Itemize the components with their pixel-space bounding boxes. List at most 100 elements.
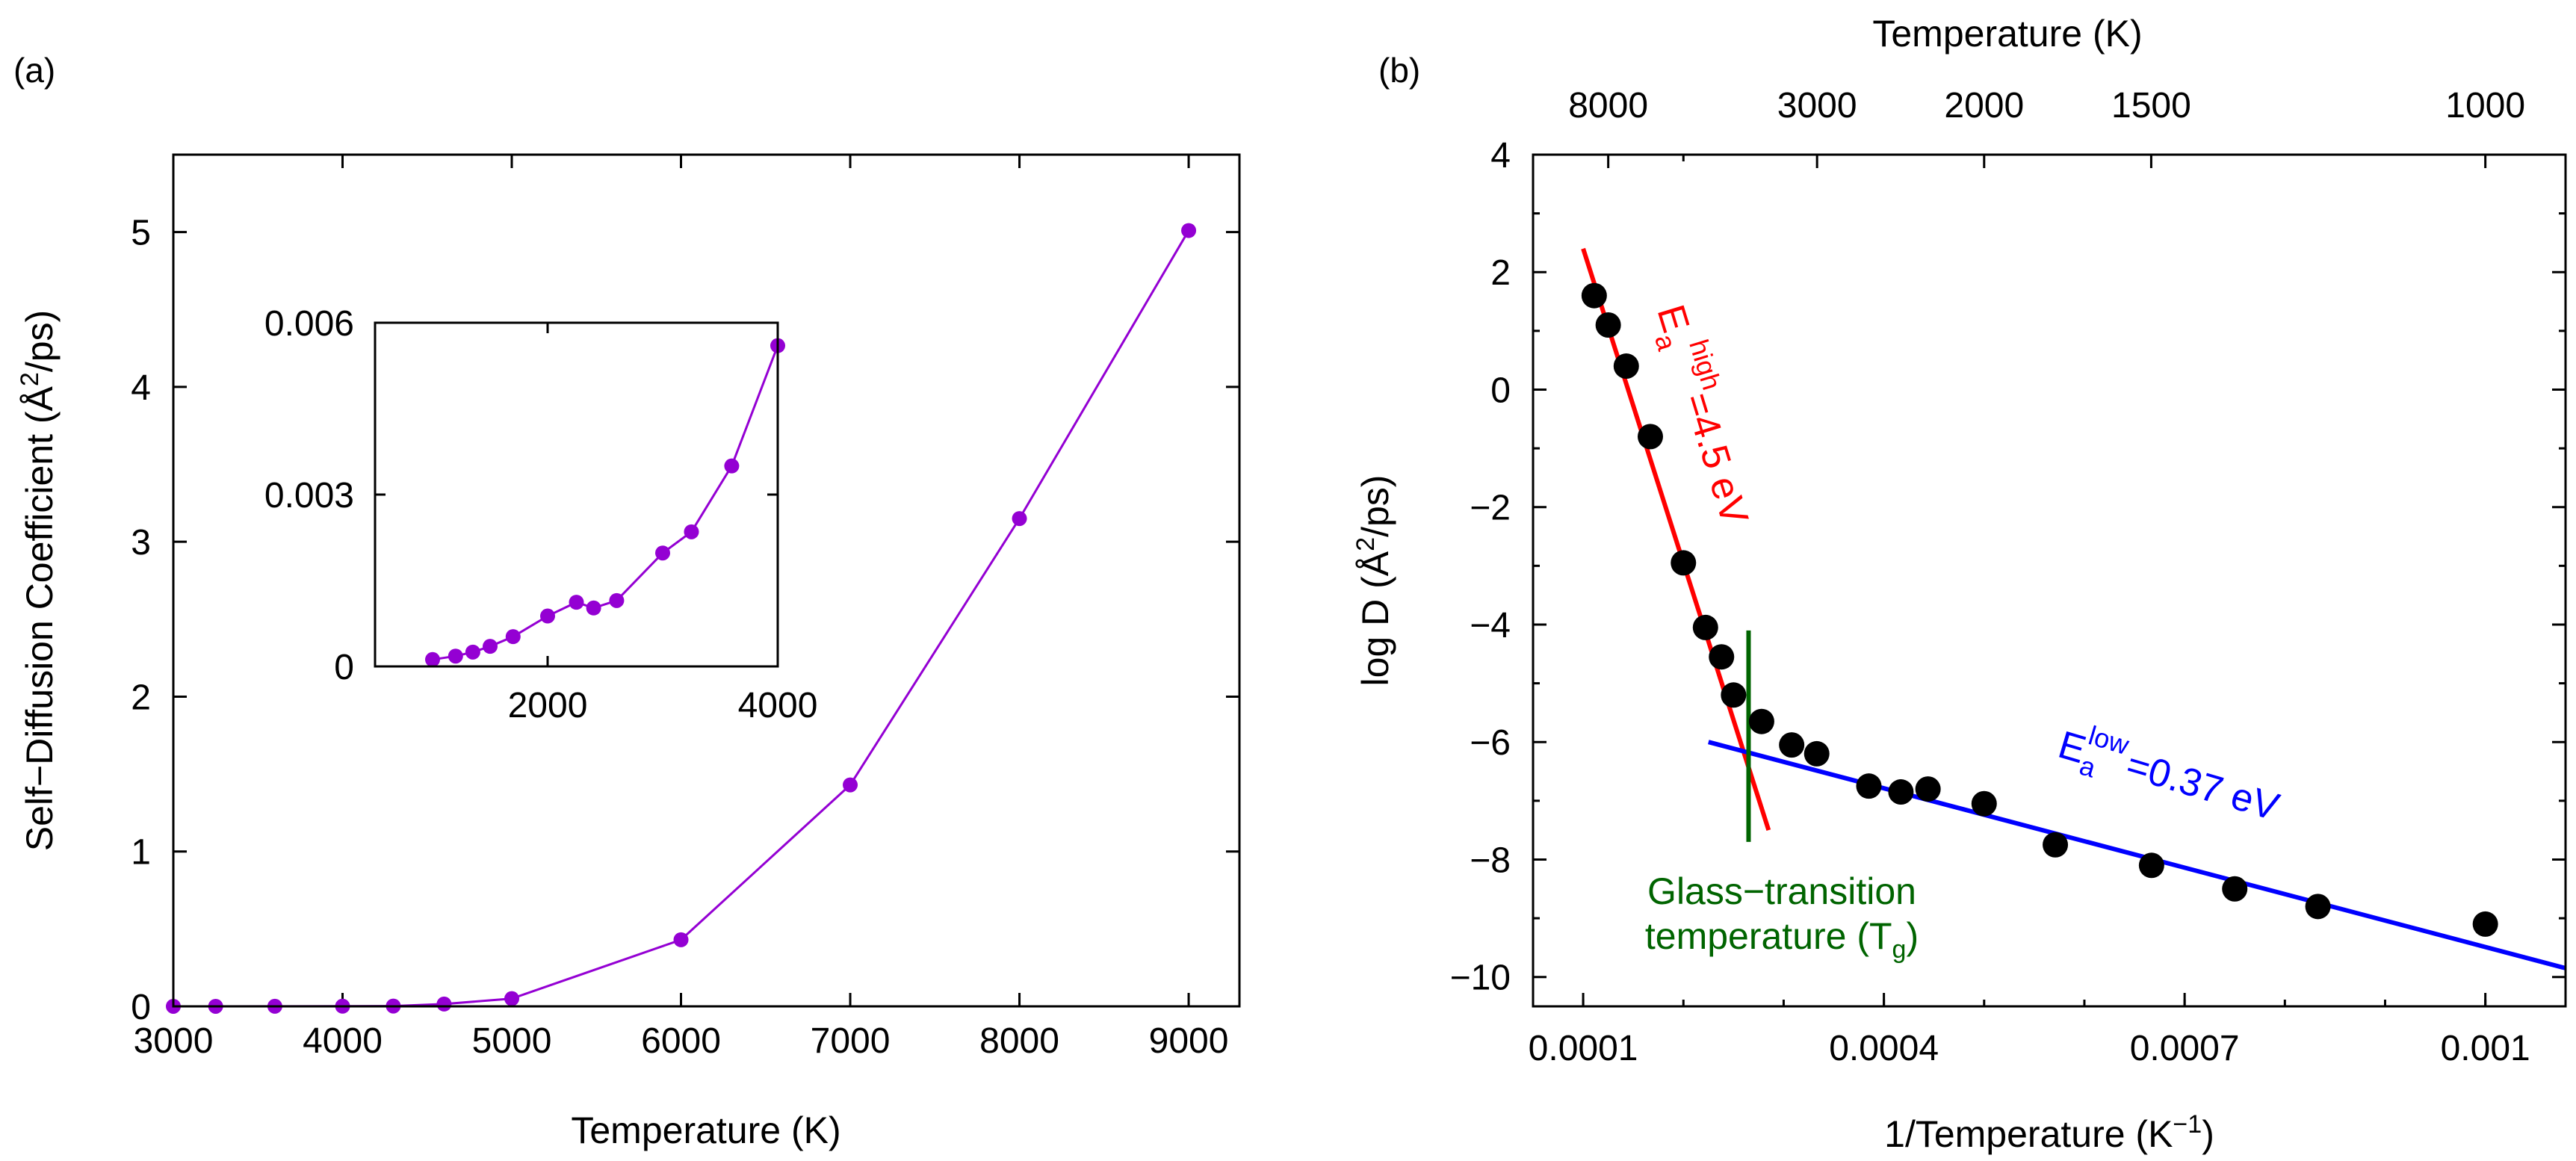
panel-b-point xyxy=(1613,353,1639,380)
panel-b-point xyxy=(1888,779,1914,805)
panel-b-xlabel-main: 1/Temperature (K xyxy=(1884,1113,2173,1155)
panel-a-xtick-label: 5000 xyxy=(472,1021,552,1061)
panel-b-xlabel: 1/Temperature (K−1) xyxy=(1884,1110,2214,1155)
panel-b-point xyxy=(1581,282,1607,309)
tg-end: ) xyxy=(1906,915,1919,957)
panel-b-ytick-label: −10 xyxy=(1450,959,1511,998)
panel-a-ylabel-main: Self−Diffusion Coefficient (Å xyxy=(19,386,61,851)
panel-b-point xyxy=(1779,732,1805,758)
inset-frame xyxy=(374,321,779,668)
tg-main: temperature (T xyxy=(1645,915,1892,957)
panel-b-ylabel-end: /ps) xyxy=(1354,475,1396,537)
panel-b-xlabel-end: ) xyxy=(2202,1113,2214,1155)
inset-point xyxy=(425,651,440,667)
panel-b-fits xyxy=(1581,247,2566,970)
panel-b-ticks: 0.0001 0.0004 0.0007 0.001 −10 −8 −6 −4 −2 0 2 4 800… xyxy=(1450,86,2566,1068)
panel-b-top-xtick-label: 2000 xyxy=(1944,86,2024,126)
panel-a-ytick-label: 4 xyxy=(131,368,151,408)
inset-point xyxy=(540,608,555,624)
panel-a-point xyxy=(673,932,689,947)
panel-a-xtick-label: 9000 xyxy=(1149,1021,1229,1061)
panel-a-inset: 2000 4000 0 0.003 0.006 xyxy=(264,304,818,725)
panel-b-top-xtick-label: 8000 xyxy=(1568,86,1648,126)
panel-a-point xyxy=(843,777,858,793)
inset-point xyxy=(448,648,463,664)
panel-b-point xyxy=(1692,614,1718,640)
inset-point xyxy=(609,592,625,608)
panel-a-ylabel: Self−Diffusion Coefficient (Å2/ps) xyxy=(16,310,61,851)
panel-a-point xyxy=(504,991,520,1006)
inset-background xyxy=(375,323,778,666)
annotation-low-activation-energy: Ealow=0.37 eV xyxy=(2052,713,2288,837)
panel-b-point xyxy=(1915,776,1941,802)
panel-b-top-xlabel: Temperature (K) xyxy=(1872,13,2142,55)
panel-b-xtick-label: 0.0007 xyxy=(2130,1029,2240,1068)
panel-b-point xyxy=(2472,911,2498,937)
tg-sub: g xyxy=(1892,935,1907,964)
inset-point xyxy=(586,600,601,616)
panel-b-ytick-label: 2 xyxy=(1490,253,1511,293)
panel-a-ytick-label: 3 xyxy=(131,523,151,563)
panel-b-point xyxy=(1803,740,1830,767)
panel-a-point xyxy=(1012,511,1027,527)
panel-b-point xyxy=(2222,876,2248,902)
panel-b: (b) Temperature (K) 0.0001 0.0004 0.0007 0.… xyxy=(1352,13,2567,1155)
inset-ytick-label: 0.003 xyxy=(264,476,354,516)
panel-b-point xyxy=(1748,708,1774,734)
inset-xtick-label: 2000 xyxy=(508,686,588,725)
panel-b-ylabel-main: log D (Å xyxy=(1354,551,1396,686)
panel-b-ytick-label: −4 xyxy=(1470,606,1511,645)
inset-point xyxy=(505,629,521,645)
panel-a-label: (a) xyxy=(13,51,55,90)
panel-a-point xyxy=(436,996,452,1012)
panel-a-xlabel: Temperature (K) xyxy=(571,1109,840,1151)
panel-b-point xyxy=(1856,773,1882,799)
panel-b-ytick-label: 0 xyxy=(1490,371,1511,410)
panel-a-ytick-label: 0 xyxy=(131,988,151,1027)
panel-b-ytick-label: −8 xyxy=(1470,840,1511,880)
panel-a: (a) 3000 4000 5000 6000 7000 8000 9000 0 1 2 3 4 5 2… xyxy=(13,51,1241,1151)
panel-a-xtick-label: 6000 xyxy=(641,1021,721,1061)
inset-ytick-label: 0.006 xyxy=(264,304,354,344)
inset-point xyxy=(724,458,740,474)
panel-a-ytick-label: 1 xyxy=(131,833,151,873)
panel-a-ytick-label: 2 xyxy=(131,678,151,717)
panel-b-ytick-label: 4 xyxy=(1490,136,1511,176)
ea-high-value: =4.5 eV xyxy=(1675,388,1756,530)
panel-a-point xyxy=(1181,223,1197,238)
panel-a-ticks: 3000 4000 5000 6000 7000 8000 9000 0 1 2 3 4 5 xyxy=(131,155,1239,1061)
panel-b-data xyxy=(1581,282,2498,937)
inset-point xyxy=(465,644,480,660)
panel-b-frame xyxy=(1532,153,2567,1008)
annotation-glass-transition-line2: temperature (Tg) xyxy=(1645,915,1919,964)
inset-point xyxy=(483,639,498,654)
panel-b-point xyxy=(1721,682,1747,708)
panel-b-ylabel: log D (Å2/ps) xyxy=(1352,475,1396,687)
panel-b-ytick-label: −2 xyxy=(1470,489,1511,528)
panel-b-point xyxy=(2138,852,2164,879)
panel-b-point xyxy=(1637,424,1663,450)
ea-low-value: =0.37 eV xyxy=(2121,743,2284,829)
panel-b-point xyxy=(2043,832,2069,858)
panel-b-xtick-label: 0.0001 xyxy=(1529,1029,1638,1068)
panel-a-frame xyxy=(172,153,1241,1008)
panel-a-xtick-label: 7000 xyxy=(811,1021,891,1061)
panel-b-label: (b) xyxy=(1378,51,1420,90)
inset-ytick-label: 0 xyxy=(334,648,354,687)
panel-b-top-xtick-label: 3000 xyxy=(1777,86,1857,126)
panel-b-point xyxy=(1671,550,1697,576)
panel-a-xtick-label: 4000 xyxy=(303,1021,383,1061)
panel-b-fit-line xyxy=(1581,247,1771,832)
ea-high-sub: a xyxy=(1649,331,1682,355)
panel-b-fit-line xyxy=(1708,740,2566,970)
panel-b-ytick-label: −6 xyxy=(1470,723,1511,763)
panel-b-xlabel-sup: −1 xyxy=(2173,1110,2202,1139)
panel-b-point xyxy=(1971,790,1997,817)
panel-b-top-xtick-label: 1500 xyxy=(2111,86,2191,126)
panel-a-ytick-label: 5 xyxy=(131,214,151,253)
inset-point xyxy=(684,524,699,539)
panel-b-point xyxy=(2305,894,2331,920)
ea-high-sup: high xyxy=(1683,335,1727,393)
panel-b-point xyxy=(1709,644,1735,670)
